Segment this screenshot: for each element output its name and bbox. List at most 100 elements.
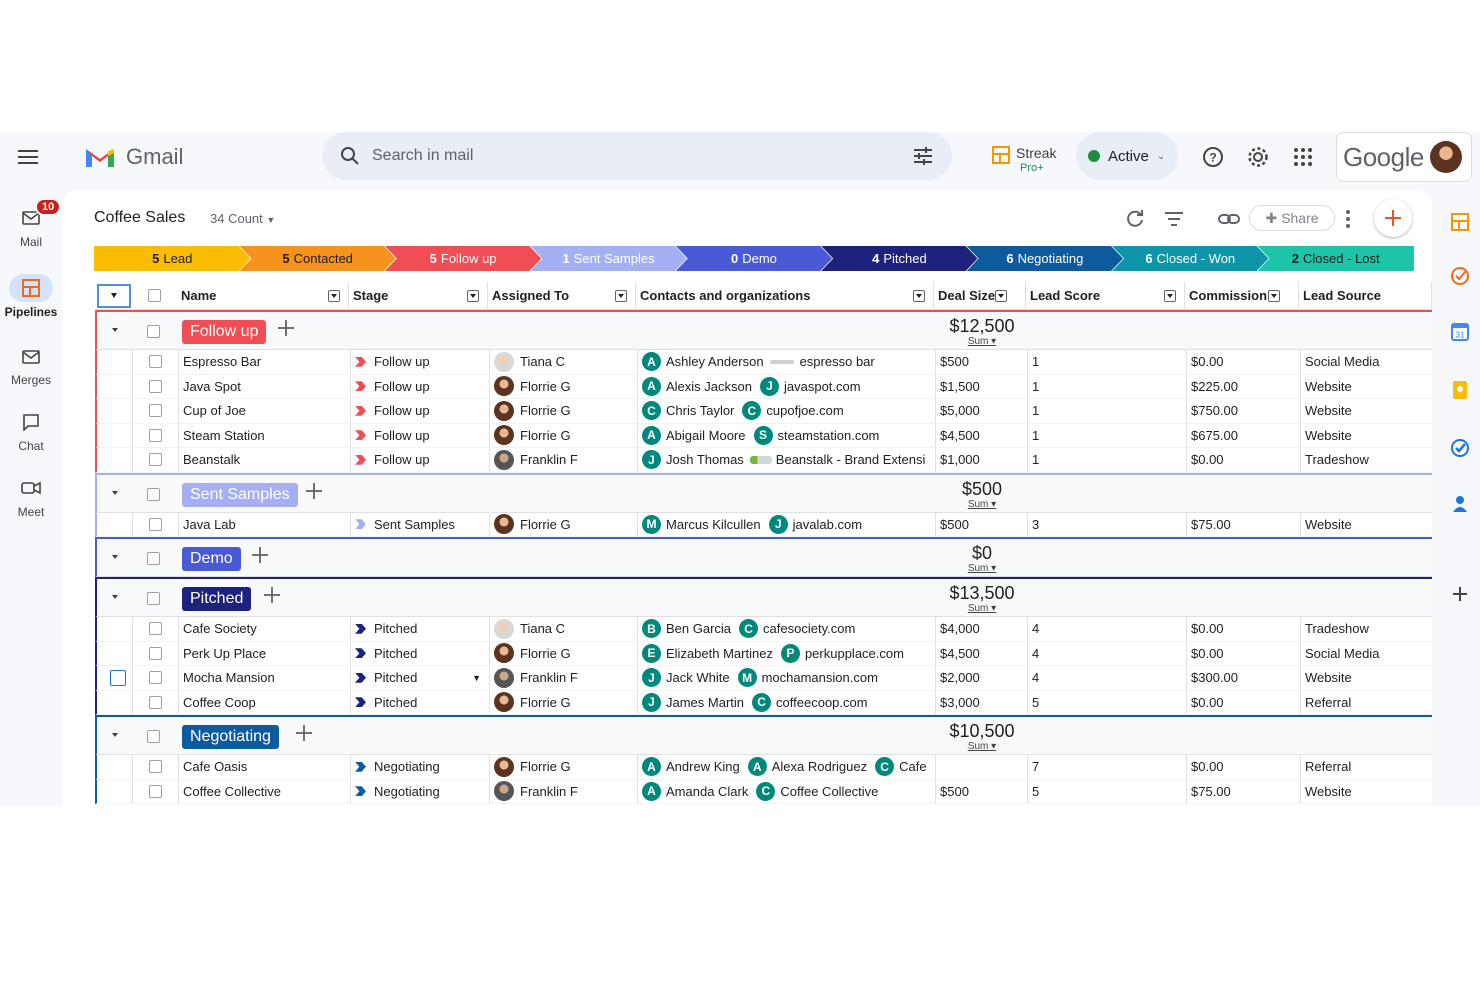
organization-name[interactable]: coffeecoop.com (776, 694, 868, 710)
column-header-commission[interactable]: Commission (1185, 282, 1299, 309)
box-lead-source[interactable]: Website (1301, 399, 1432, 423)
column-header-lead-score[interactable]: Lead Score (1026, 282, 1185, 309)
row-checkbox-cell[interactable] (133, 779, 179, 803)
box-stage[interactable]: Follow up (351, 448, 490, 472)
stage-segment-closed-lost[interactable]: 2 Closed - Lost (1257, 246, 1414, 271)
rail-item-mail[interactable]: 10 Mail (0, 198, 62, 249)
organization-name[interactable]: cupofjoe.com (766, 403, 844, 419)
table-row[interactable]: Cafe Oasis Negotiating Florrie G A Andrew Ki… (95, 755, 1432, 780)
box-deal-size[interactable]: $500 (936, 512, 1028, 536)
stage-segment-closed-won[interactable]: 6 Closed - Won (1112, 246, 1268, 271)
row-checkbox[interactable] (149, 646, 162, 660)
group-deal-sum[interactable]: $0 Sum ▾ (942, 543, 1022, 574)
box-assigned-to[interactable]: Tiana C (490, 617, 638, 641)
status-selector[interactable]: Active ⌄ (1076, 132, 1178, 180)
contact-name[interactable]: Amanda Clark (666, 783, 749, 799)
keep-icon[interactable] (1450, 380, 1470, 400)
box-stage[interactable]: Follow up (351, 423, 490, 447)
group-deal-sum[interactable]: $12,500 Sum ▾ (942, 316, 1022, 347)
box-lead-score[interactable]: 1 (1028, 448, 1187, 472)
box-contacts[interactable]: A Andrew King A Alexa Rodriguez C Cafe (638, 755, 936, 779)
group-deal-sum[interactable]: $500 Sum ▾ (942, 479, 1022, 510)
row-checkbox-cell[interactable] (133, 755, 179, 779)
search-input[interactable]: Search in mail (372, 147, 474, 164)
rail-item-meet[interactable]: Meet (0, 474, 62, 519)
box-contacts[interactable]: A Ashley Anderson espresso bar (638, 350, 936, 374)
box-contacts[interactable]: A Amanda Clark C Coffee Collective (638, 779, 936, 803)
row-checkbox-cell[interactable] (133, 350, 179, 374)
box-name[interactable]: Mocha Mansion (179, 666, 351, 690)
box-lead-score[interactable]: 4 (1028, 617, 1187, 641)
help-icon[interactable]: ? (1202, 146, 1224, 168)
box-stage[interactable]: Sent Samples (351, 512, 490, 536)
row-checkbox-cell[interactable] (133, 448, 179, 472)
table-row[interactable]: Perk Up Place Pitched Florrie G E Elizabeth … (95, 641, 1432, 666)
column-header-assigned-to[interactable]: Assigned To (488, 282, 636, 309)
filter-lines-icon[interactable] (1163, 208, 1185, 230)
column-filter-icon[interactable] (995, 290, 1007, 302)
contact-name[interactable]: Ben Garcia (666, 621, 732, 637)
column-filter-icon[interactable] (1164, 290, 1176, 302)
box-lead-source[interactable]: Website (1301, 375, 1432, 399)
pipeline-count-dropdown[interactable]: 34 Count ▼ (210, 211, 275, 226)
gmail-logo[interactable]: Gmail (84, 144, 183, 170)
box-lead-source[interactable]: Website (1301, 513, 1432, 537)
row-checkbox-cell[interactable] (133, 617, 179, 641)
row-checkbox[interactable] (149, 355, 162, 369)
box-stage[interactable]: Pitched (351, 690, 490, 714)
box-assigned-to[interactable]: Franklin F (490, 779, 638, 803)
box-lead-source[interactable]: Social Media (1301, 350, 1432, 374)
box-commission[interactable]: $225.00 (1187, 374, 1301, 398)
search-bar[interactable]: Search in mail (322, 132, 952, 180)
row-expand-cell[interactable] (97, 666, 133, 690)
box-assigned-to[interactable]: Florrie G (490, 399, 638, 423)
box-stage[interactable]: Follow up (351, 399, 490, 423)
organization-name[interactable]: javaspot.com (783, 378, 861, 394)
box-lead-source[interactable]: Website (1301, 780, 1432, 804)
box-lead-source[interactable]: Referral (1301, 755, 1432, 779)
contact-name[interactable]: Elizabeth Martinez (666, 645, 773, 661)
group-stage-pill[interactable]: Negotiating (182, 725, 279, 749)
row-expand-cell[interactable] (97, 641, 133, 665)
box-commission[interactable]: $0.00 (1187, 350, 1301, 374)
contact-name[interactable]: Josh Thomas (666, 452, 744, 468)
box-commission[interactable]: $0.00 (1187, 617, 1301, 641)
column-header-lead-source[interactable]: Lead Source (1299, 282, 1432, 309)
box-lead-score[interactable]: 4 (1028, 666, 1187, 690)
column-filter-icon[interactable] (1268, 290, 1280, 302)
box-commission[interactable]: $750.00 (1187, 399, 1301, 423)
row-expand-cell[interactable] (97, 399, 133, 423)
pipeline-title[interactable]: Coffee Sales (94, 209, 186, 226)
box-stage[interactable]: Negotiating (351, 755, 490, 779)
link-icon[interactable] (1218, 208, 1240, 230)
box-lead-source[interactable]: Website (1301, 424, 1432, 448)
box-lead-source[interactable]: Website (1301, 666, 1432, 690)
row-expand-cell[interactable] (97, 350, 133, 374)
google-account-button[interactable]: Google (1336, 132, 1472, 182)
box-lead-score[interactable]: 1 (1028, 350, 1187, 374)
select-all-checkbox[interactable] (147, 289, 161, 302)
box-contacts[interactable]: J Josh Thomas Beanstalk - Brand Extensi (638, 448, 936, 472)
box-name[interactable]: Espresso Bar (179, 350, 351, 374)
row-checkbox[interactable] (149, 428, 162, 442)
contact-name[interactable]: Andrew King (666, 759, 740, 775)
row-checkbox[interactable] (149, 517, 162, 531)
box-assigned-to[interactable]: Franklin F (490, 448, 638, 472)
table-row[interactable]: Espresso Bar Follow up Tiana C A Ashley Ande… (95, 350, 1432, 375)
group-checkbox[interactable] (147, 552, 160, 565)
row-checkbox[interactable] (149, 622, 162, 636)
add-box-plus-icon[interactable] (250, 545, 270, 570)
box-name[interactable]: Steam Station (179, 423, 351, 447)
contacts-icon[interactable] (1450, 494, 1470, 514)
organization-name[interactable]: Coffee Collective (780, 783, 879, 799)
tasks-icon[interactable] (1450, 438, 1470, 458)
box-deal-size[interactable]: $1,500 (936, 374, 1028, 398)
organization-name[interactable]: perkupplace.com (804, 645, 904, 661)
group-deal-sum[interactable]: $13,500 Sum ▾ (942, 583, 1022, 614)
row-expand-cell[interactable] (97, 448, 133, 472)
contact-name[interactable]: Ashley Anderson (666, 354, 764, 370)
stage-segment-demo[interactable]: 0 Demo (676, 246, 832, 271)
box-commission[interactable]: $0.00 (1187, 755, 1301, 779)
group-deal-sum[interactable]: $10,500 Sum ▾ (942, 721, 1022, 752)
